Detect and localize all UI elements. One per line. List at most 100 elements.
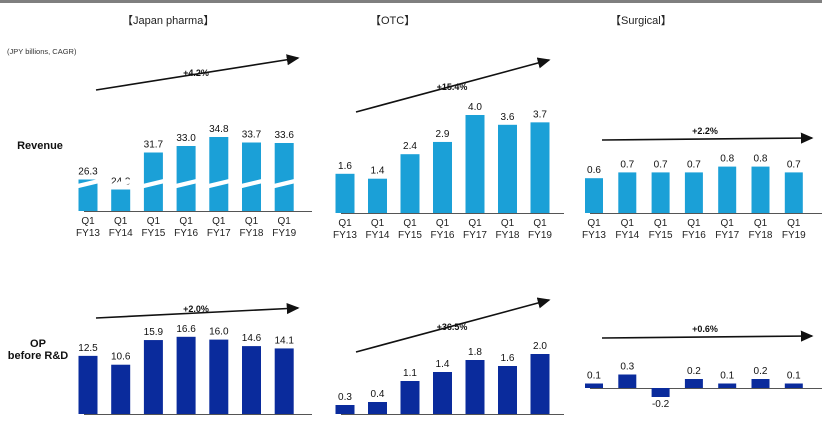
bar-otc-revenue (433, 141, 452, 213)
bar-surgical-revenue (618, 172, 637, 213)
cagr-arrow-japan-pharma-op-before-r-d (95, 302, 300, 319)
bar-surgical-revenue (751, 166, 770, 213)
data-label-otc-revenue: 2.4 (403, 141, 417, 152)
bar-otc-op-before-r-d (368, 402, 387, 414)
bar-japan-pharma-op-before-r-d (143, 340, 163, 414)
data-label-japan-pharma-revenue: 33.7 (242, 130, 262, 141)
data-label-surgical-revenue: 0.7 (654, 159, 668, 170)
data-label-otc-op-before-r-d: 1.8 (468, 347, 482, 358)
tick-label-surgical-revenue: FY13 (582, 230, 606, 241)
bar-otc-revenue (400, 154, 420, 213)
tick-label-surgical-revenue: FY17 (715, 230, 739, 241)
axis-break-mark (140, 181, 167, 189)
data-label-surgical-op-before-r-d: 0.2 (754, 366, 768, 377)
axis-break-mark (75, 178, 101, 188)
bar-surgical-op-before-r-d (784, 383, 803, 388)
bar-japan-pharma-op-before-r-d (78, 355, 98, 414)
tick-label-otc-revenue: Q1 (338, 218, 352, 229)
data-label-surgical-op-before-r-d: -0.2 (652, 399, 670, 410)
bar-otc-op-before-r-d (465, 360, 485, 414)
cagr-label-surgical-op-before-r-d: +0.6% (692, 324, 718, 334)
axis-break-mark (238, 178, 265, 188)
cagr-label-otc-op-before-r-d: +36.5% (437, 322, 468, 332)
bar-surgical-op-before-r-d (751, 379, 770, 388)
tick-label-japan-pharma-revenue: Q1 (147, 216, 161, 227)
axis-break-mark (271, 181, 297, 189)
data-label-surgical-op-before-r-d: 0.2 (687, 366, 701, 377)
data-label-surgical-revenue: 0.6 (587, 165, 601, 176)
tick-label-surgical-revenue: FY15 (649, 230, 673, 241)
data-label-otc-revenue: 1.4 (371, 166, 385, 177)
tick-label-japan-pharma-revenue: FY13 (76, 228, 100, 239)
data-label-otc-op-before-r-d: 0.3 (338, 392, 352, 403)
tick-label-japan-pharma-revenue: FY14 (109, 228, 133, 239)
axis-break-mark (206, 181, 232, 189)
data-label-surgical-revenue: 0.8 (720, 154, 734, 165)
data-label-japan-pharma-op-before-r-d: 14.6 (242, 333, 262, 344)
data-label-otc-op-before-r-d: 1.4 (436, 359, 450, 370)
bar-surgical-revenue (784, 172, 803, 213)
bar-otc-revenue (498, 124, 517, 213)
tick-label-surgical-revenue: Q1 (621, 218, 635, 229)
data-label-surgical-op-before-r-d: 0.3 (620, 362, 634, 373)
data-label-surgical-op-before-r-d: 0.1 (587, 371, 601, 382)
cagr-arrow-japan-pharma-revenue (95, 54, 300, 91)
panel-title-japan-pharma: 【Japan pharma】 (122, 15, 215, 27)
tick-label-otc-revenue: Q1 (468, 218, 482, 229)
tick-label-japan-pharma-revenue: FY17 (207, 228, 231, 239)
tick-label-otc-revenue: FY13 (333, 230, 357, 241)
tick-label-japan-pharma-revenue: Q1 (179, 216, 193, 227)
units-note: (JPY billions, CAGR) (7, 47, 77, 56)
cagr-arrow-otc-op-before-r-d (355, 297, 551, 353)
tick-label-japan-pharma-revenue: FY18 (240, 228, 264, 239)
panel-title-surgical: 【Surgical】 (610, 15, 672, 27)
bar-surgical-revenue (684, 172, 703, 213)
tick-label-japan-pharma-revenue: Q1 (114, 216, 128, 227)
axis-break-mark (140, 178, 167, 188)
bar-otc-op-before-r-d (498, 366, 517, 414)
bar-surgical-op-before-r-d (684, 379, 703, 388)
data-label-surgical-revenue: 0.7 (787, 159, 801, 170)
tick-label-japan-pharma-revenue: FY19 (272, 228, 296, 239)
data-label-japan-pharma-revenue: 31.7 (144, 140, 164, 151)
axis-break-mark (173, 178, 199, 188)
cagr-label-japan-pharma-op-before-r-d: +2.0% (183, 304, 209, 314)
data-label-surgical-revenue: 0.7 (620, 159, 634, 170)
tick-label-japan-pharma-revenue: FY16 (174, 228, 198, 239)
data-label-surgical-op-before-r-d: 0.1 (720, 371, 734, 382)
axis-break-mark (108, 181, 134, 189)
bar-surgical-op-before-r-d (651, 388, 670, 397)
bar-otc-revenue (465, 115, 485, 213)
tick-label-japan-pharma-revenue: Q1 (245, 216, 259, 227)
cagr-label-surgical-revenue: +2.2% (692, 126, 718, 136)
bar-japan-pharma-op-before-r-d (242, 346, 261, 414)
data-label-japan-pharma-op-before-r-d: 10.6 (111, 352, 131, 363)
bar-surgical-revenue (585, 178, 603, 213)
tick-label-japan-pharma-revenue: Q1 (212, 216, 226, 227)
data-label-otc-op-before-r-d: 2.0 (533, 341, 547, 352)
tick-label-japan-pharma-revenue: Q1 (278, 216, 292, 227)
tick-label-surgical-revenue: FY14 (615, 230, 639, 241)
top-rule (0, 0, 822, 3)
data-label-japan-pharma-revenue: 33.6 (274, 130, 294, 141)
tick-label-otc-revenue: Q1 (403, 218, 417, 229)
data-label-surgical-revenue: 0.7 (687, 159, 701, 170)
data-label-japan-pharma-revenue: 34.8 (209, 124, 229, 135)
data-label-japan-pharma-op-before-r-d: 16.0 (209, 327, 229, 338)
data-label-otc-revenue: 4.0 (468, 102, 482, 113)
data-label-otc-revenue: 1.6 (338, 161, 352, 172)
axis-break-mark (205, 178, 232, 188)
bar-japan-pharma-op-before-r-d (209, 339, 229, 414)
bar-surgical-revenue (718, 166, 737, 213)
tick-label-otc-revenue: FY17 (463, 230, 487, 241)
data-label-japan-pharma-op-before-r-d: 15.9 (144, 327, 164, 338)
bar-surgical-revenue (651, 172, 670, 213)
data-label-japan-pharma-op-before-r-d: 16.6 (176, 324, 196, 335)
tick-label-surgical-revenue: FY19 (782, 230, 806, 241)
tick-label-japan-pharma-revenue: Q1 (81, 216, 95, 227)
tick-label-otc-revenue: FY16 (431, 230, 455, 241)
tick-label-surgical-revenue: Q1 (587, 218, 601, 229)
tick-label-otc-revenue: FY18 (496, 230, 520, 241)
bar-japan-pharma-revenue (111, 189, 131, 211)
tick-label-otc-revenue: FY14 (366, 230, 390, 241)
